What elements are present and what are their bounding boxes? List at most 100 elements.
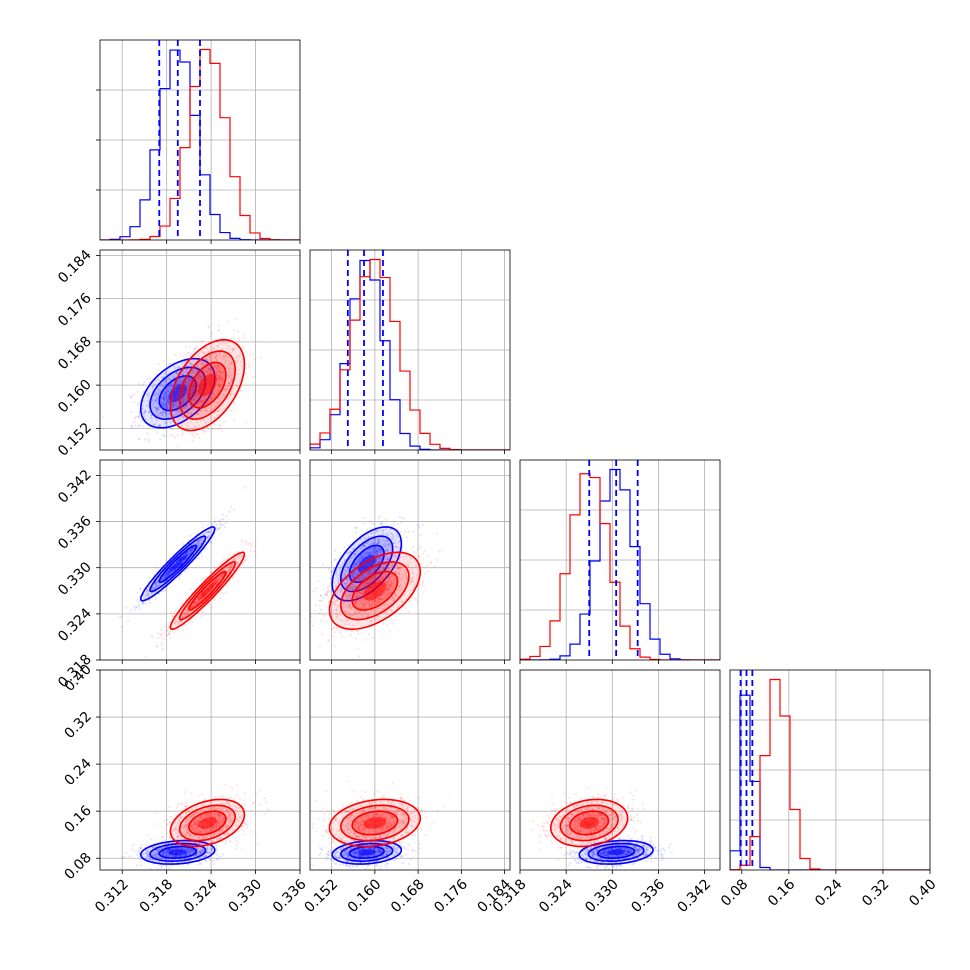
scatter-point <box>184 382 187 385</box>
scatter-point <box>221 378 224 381</box>
scatter-point <box>203 402 206 405</box>
scatter-point <box>222 592 225 595</box>
scatter-point <box>167 390 170 393</box>
scatter-point <box>193 371 196 374</box>
scatter-point <box>189 390 192 393</box>
scatter-point <box>236 330 239 333</box>
scatter-point <box>216 525 219 528</box>
scatter-point <box>151 636 154 639</box>
scatter-point <box>216 389 219 392</box>
scatter-point <box>162 399 165 402</box>
scatter-point <box>144 603 147 606</box>
scatter-point <box>134 415 137 418</box>
scatter-point <box>232 371 235 374</box>
scatter-point <box>146 432 149 435</box>
scatter-point <box>131 395 134 398</box>
scatter-point <box>155 645 158 648</box>
scatter-point <box>193 436 196 439</box>
scatter-point <box>195 426 198 429</box>
scatter-point <box>200 399 203 402</box>
scatter-point <box>191 439 194 442</box>
scatter-point <box>354 637 357 640</box>
scatter-point <box>203 400 206 403</box>
scatter-point <box>416 524 419 527</box>
scatter-point <box>232 576 235 579</box>
scatter-point <box>237 368 240 371</box>
scatter-point <box>181 373 184 376</box>
scatter-point <box>157 389 160 392</box>
scatter-point <box>209 354 212 357</box>
scatter-point <box>231 350 234 353</box>
scatter-point <box>205 398 208 401</box>
scatter-point <box>215 391 218 394</box>
scatter-point <box>209 355 212 358</box>
scatter-point <box>174 354 177 357</box>
scatter-point <box>173 400 176 403</box>
scatter-point <box>197 377 200 380</box>
scatter-point <box>172 434 175 437</box>
scatter-point <box>155 418 158 421</box>
scatter-point <box>202 363 205 366</box>
scatter-point <box>130 411 133 414</box>
scatter-point <box>232 348 235 351</box>
scatter-point <box>221 396 224 399</box>
scatter-point <box>218 381 221 384</box>
scatter-point <box>201 522 204 525</box>
scatter-point <box>215 370 218 373</box>
scatter-point <box>419 546 422 549</box>
scatter-point <box>207 407 210 410</box>
scatter-point <box>173 392 176 395</box>
scatter-point <box>236 385 239 388</box>
scatter-point <box>202 363 205 366</box>
scatter-point <box>204 359 207 362</box>
scatter-point <box>216 377 219 380</box>
scatter-point <box>165 396 168 399</box>
scatter-point <box>229 365 232 368</box>
scatter-point <box>196 364 199 367</box>
scatter-point <box>402 517 405 520</box>
scatter-point <box>200 408 203 411</box>
scatter-point <box>163 399 166 402</box>
scatter-point <box>141 383 144 386</box>
scatter-point <box>155 419 158 422</box>
scatter-point <box>177 386 180 389</box>
scatter-point <box>189 534 192 537</box>
scatter-point <box>214 388 217 391</box>
scatter-point <box>166 398 169 401</box>
scatter-point <box>178 366 181 369</box>
scatter-point <box>231 379 234 382</box>
scatter-point <box>143 409 146 412</box>
scatter-point <box>339 631 342 634</box>
scatter-point <box>148 425 151 428</box>
scatter-point <box>199 419 202 422</box>
scatter-point <box>146 399 149 402</box>
scatter-point <box>182 407 185 410</box>
scatter-point <box>162 433 165 436</box>
scatter-point <box>202 404 205 407</box>
scatter-point <box>190 386 193 389</box>
scatter-point <box>239 388 242 391</box>
scatter-point <box>188 403 191 406</box>
scatter-point <box>154 399 157 402</box>
scatter-point <box>391 542 394 545</box>
scatter-point <box>216 359 219 362</box>
scatter-point <box>176 407 179 410</box>
scatter-point <box>250 542 253 545</box>
scatter-point <box>234 392 237 395</box>
scatter-point <box>164 380 167 383</box>
scatter-point <box>172 403 175 406</box>
scatter-point <box>193 393 196 396</box>
scatter-point <box>154 422 157 425</box>
scatter-point <box>421 582 424 585</box>
scatter-point <box>171 406 174 409</box>
scatter-point <box>164 380 167 383</box>
scatter-point <box>171 404 174 407</box>
scatter-point <box>138 424 141 427</box>
scatter-point <box>176 366 179 369</box>
scatter-point <box>218 370 221 373</box>
scatter-point <box>161 406 164 409</box>
scatter-point <box>338 628 341 631</box>
scatter-point <box>158 390 161 393</box>
scatter-point <box>155 408 158 411</box>
scatter-point <box>230 337 233 340</box>
